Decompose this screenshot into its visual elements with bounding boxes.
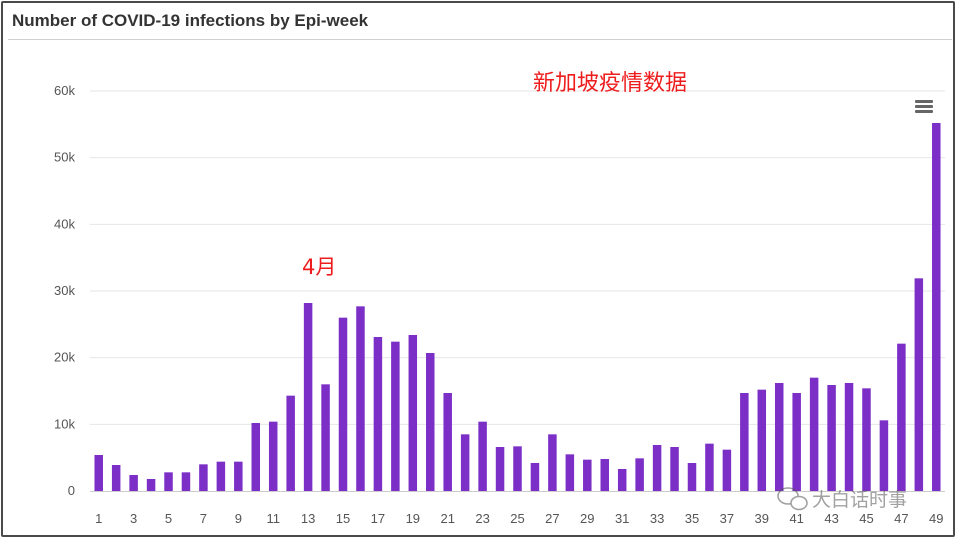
bar	[443, 393, 452, 491]
bar	[583, 459, 592, 491]
x-tick-label: 1	[95, 511, 102, 526]
bar	[338, 317, 348, 491]
bar	[513, 446, 522, 491]
bar	[408, 335, 418, 491]
bar	[722, 449, 732, 491]
chart-title: Number of COVID-19 infections by Epi-wee…	[12, 11, 369, 30]
bar	[251, 423, 261, 491]
bar	[478, 421, 487, 491]
bar	[216, 461, 226, 491]
bar	[129, 475, 138, 491]
x-tick-label: 11	[266, 511, 280, 526]
x-tick-label: 17	[371, 511, 385, 526]
bar	[495, 447, 505, 491]
x-tick-label: 5	[165, 511, 172, 526]
bar	[600, 459, 609, 491]
bar	[914, 278, 924, 491]
bar	[635, 458, 644, 491]
bar	[303, 303, 313, 491]
x-tick-label: 3	[130, 511, 137, 526]
bar	[321, 384, 330, 491]
x-tick-label: 37	[720, 511, 734, 526]
bar	[809, 377, 819, 491]
bar	[111, 465, 121, 491]
bar	[670, 447, 679, 491]
bar	[879, 420, 889, 491]
bar	[94, 455, 103, 491]
bar	[774, 383, 784, 491]
x-tick-label: 35	[685, 511, 699, 526]
bar	[530, 463, 540, 491]
x-tick-label: 9	[235, 511, 242, 526]
x-tick-label: 7	[200, 511, 207, 526]
x-tick-label: 25	[510, 511, 524, 526]
x-tick-label: 39	[755, 511, 769, 526]
chart-menu-button[interactable]	[914, 100, 934, 118]
bar	[181, 472, 191, 491]
y-tick-label: 40k	[54, 216, 75, 231]
y-tick-label: 30k	[54, 283, 75, 298]
y-tick-label: 0	[68, 483, 75, 498]
y-tick-label: 20k	[54, 350, 75, 365]
x-tick-label: 27	[545, 511, 559, 526]
bar	[740, 393, 749, 491]
bar	[565, 454, 575, 491]
bar	[652, 445, 662, 491]
bar	[792, 393, 801, 491]
x-tick-label: 49	[929, 511, 943, 526]
x-tick-label: 43	[824, 511, 838, 526]
x-tick-label: 31	[615, 511, 629, 526]
bar	[617, 469, 627, 491]
bar	[373, 337, 383, 491]
bar	[268, 421, 278, 491]
bar	[932, 123, 941, 491]
bar	[548, 434, 557, 491]
bar	[705, 443, 714, 491]
annotation-april: 4月	[302, 255, 336, 279]
x-tick-label: 47	[894, 511, 908, 526]
x-tick-label: 41	[789, 511, 803, 526]
watermark-text: 大白话时事	[812, 489, 907, 511]
x-tick-label: 15	[336, 511, 350, 526]
x-tick-label: 13	[301, 511, 315, 526]
watermark: 大白话时事	[777, 487, 907, 511]
x-tick-label: 21	[440, 511, 454, 526]
annotation-singapore-data: 新加坡疫情数据	[533, 71, 687, 96]
bar	[234, 461, 243, 491]
bar	[391, 341, 400, 491]
y-tick-label: 50k	[54, 150, 75, 165]
bar	[356, 306, 365, 491]
bar	[827, 385, 836, 491]
bar	[862, 388, 871, 491]
bar	[897, 343, 906, 491]
bar	[844, 383, 854, 491]
bar	[199, 464, 208, 491]
bar	[460, 434, 470, 491]
bar	[286, 395, 295, 491]
y-tick-label: 10k	[54, 416, 75, 431]
y-tick-label: 60k	[54, 83, 75, 98]
bar	[757, 389, 767, 491]
x-tick-label: 23	[475, 511, 489, 526]
x-tick-label: 29	[580, 511, 594, 526]
title-divider	[8, 39, 952, 40]
x-tick-label: 33	[650, 511, 664, 526]
x-tick-label: 19	[406, 511, 420, 526]
bar	[164, 472, 173, 491]
bar	[687, 463, 697, 491]
hamburger-icon	[915, 100, 933, 103]
x-tick-label: 45	[859, 511, 873, 526]
bar	[426, 353, 435, 491]
bar	[146, 479, 156, 491]
